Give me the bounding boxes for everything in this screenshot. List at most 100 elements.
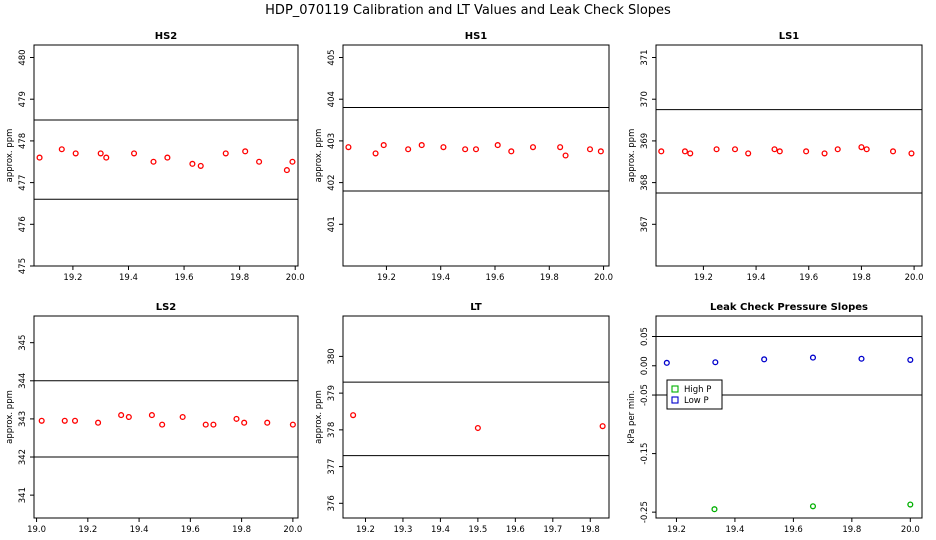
y-axis-label: approx. ppm bbox=[5, 129, 15, 183]
chart-panels: HS2 19.2 19.4 19.6 19.8 20.0 475 476 477 478 479 48… bbox=[5, 31, 924, 535]
data-point bbox=[71, 417, 79, 424]
x-tick-label: 19.8 bbox=[581, 525, 600, 535]
figure-title: HDP_070119 Calibration and LT Values and… bbox=[265, 3, 671, 18]
x-tick-label: 19.4 bbox=[747, 273, 766, 283]
x-tick-label: 19.4 bbox=[725, 525, 744, 535]
x-tick-label: 19.4 bbox=[119, 273, 138, 283]
data-point bbox=[380, 142, 387, 149]
y-tick-label: 344 bbox=[18, 373, 28, 389]
data-point bbox=[189, 160, 196, 167]
data-point bbox=[712, 359, 719, 366]
x-tick-label: 19.2 bbox=[667, 525, 686, 535]
x-tick-label: 19.8 bbox=[540, 273, 559, 283]
data-point bbox=[462, 146, 469, 153]
y-tick-label: 405 bbox=[327, 49, 337, 65]
y-tick-label: 345 bbox=[18, 335, 28, 351]
x-tick-label: 20.0 bbox=[594, 273, 613, 283]
plot-frame bbox=[342, 44, 610, 267]
x-tick-label: 19.4 bbox=[431, 273, 450, 283]
x-tick-label: 19.2 bbox=[356, 525, 375, 535]
y-axis-label: approx. ppm bbox=[627, 129, 637, 183]
data-point bbox=[745, 150, 752, 157]
x-tick-label: 20.0 bbox=[283, 525, 302, 535]
x-tick-label: 19.6 bbox=[181, 525, 200, 535]
x-tick-label: 19.2 bbox=[694, 273, 713, 283]
y-tick-label: 0.05 bbox=[640, 327, 650, 346]
chart-panel-0: HS2 19.2 19.4 19.6 19.8 20.0 475 476 477 478 479 48… bbox=[5, 31, 305, 283]
y-tick-label: 371 bbox=[640, 49, 650, 65]
y-tick-label: -0.15 bbox=[640, 443, 650, 465]
y-tick-label: 343 bbox=[18, 411, 28, 427]
legend-label: High P bbox=[684, 385, 711, 395]
data-point bbox=[858, 144, 865, 151]
y-tick-label: -0.25 bbox=[640, 501, 650, 523]
legend-box bbox=[666, 379, 723, 410]
data-point bbox=[164, 154, 171, 161]
y-tick-label: 367 bbox=[640, 216, 650, 232]
x-tick-label: 19.6 bbox=[175, 273, 194, 283]
data-point bbox=[350, 412, 357, 419]
data-point bbox=[58, 146, 65, 153]
y-tick-label: 376 bbox=[327, 495, 337, 511]
data-point bbox=[210, 421, 217, 428]
y-tick-label: 379 bbox=[327, 385, 337, 401]
data-point bbox=[731, 146, 739, 153]
data-point bbox=[809, 503, 817, 510]
data-point bbox=[103, 154, 110, 161]
panel-title: LT bbox=[470, 302, 482, 313]
data-point bbox=[586, 146, 594, 153]
data-point bbox=[345, 144, 352, 151]
data-point bbox=[562, 152, 569, 159]
y-tick-label: 475 bbox=[18, 258, 28, 274]
y-tick-label: 0.00 bbox=[640, 356, 650, 375]
x-tick-label: 19.8 bbox=[852, 273, 871, 283]
data-point bbox=[599, 423, 606, 430]
data-point bbox=[821, 150, 828, 157]
x-tick-label: 19.4 bbox=[130, 525, 149, 535]
data-point bbox=[771, 146, 778, 153]
x-tick-label: 20.0 bbox=[286, 273, 305, 283]
panel-title: HS2 bbox=[155, 31, 178, 42]
x-tick-label: 19.4 bbox=[431, 525, 450, 535]
data-point bbox=[834, 146, 841, 153]
data-point bbox=[761, 356, 768, 363]
data-point bbox=[557, 144, 564, 151]
data-point bbox=[150, 158, 157, 165]
data-point bbox=[907, 356, 914, 363]
data-point bbox=[440, 144, 447, 151]
data-point bbox=[711, 506, 718, 513]
data-point bbox=[863, 146, 870, 153]
x-tick-label: 19.5 bbox=[468, 525, 487, 535]
y-tick-label: 479 bbox=[18, 91, 28, 107]
data-point bbox=[889, 148, 897, 155]
x-tick-label: 19.6 bbox=[784, 525, 803, 535]
chart-panel-1: HS1 19.2 19.4 19.6 19.8 20.0 401 402 403 404 405 ap… bbox=[314, 31, 613, 283]
y-tick-label: 368 bbox=[640, 174, 650, 190]
data-point bbox=[222, 150, 229, 157]
data-point bbox=[148, 412, 155, 419]
panel-title: LS2 bbox=[156, 302, 177, 313]
x-tick-label: 19.8 bbox=[232, 525, 251, 535]
data-point bbox=[663, 359, 670, 366]
data-point bbox=[809, 354, 817, 361]
plot-frame bbox=[342, 315, 610, 519]
data-point bbox=[908, 150, 915, 157]
y-tick-label: 341 bbox=[18, 487, 28, 503]
data-point bbox=[803, 148, 810, 155]
data-point bbox=[681, 148, 689, 155]
data-point bbox=[508, 148, 515, 155]
data-point bbox=[264, 419, 271, 426]
chart-panel-4: LT 19.2 19.3 19.4 19.5 19.6 19.7 19.8 376 377 378 3… bbox=[314, 302, 610, 535]
data-point bbox=[418, 142, 425, 149]
plot-frame bbox=[655, 315, 923, 519]
data-point bbox=[202, 421, 209, 428]
data-point bbox=[283, 167, 290, 174]
plot-frame bbox=[33, 44, 299, 267]
data-point bbox=[597, 148, 604, 155]
data-point bbox=[289, 158, 296, 165]
x-tick-label: 20.0 bbox=[901, 525, 920, 535]
chart-panel-2: LS1 19.2 19.4 19.6 19.8 20.0 367 368 369 370 371 ap… bbox=[627, 31, 924, 283]
data-point bbox=[687, 150, 694, 157]
y-axis-label: kPa per min. bbox=[627, 390, 637, 443]
